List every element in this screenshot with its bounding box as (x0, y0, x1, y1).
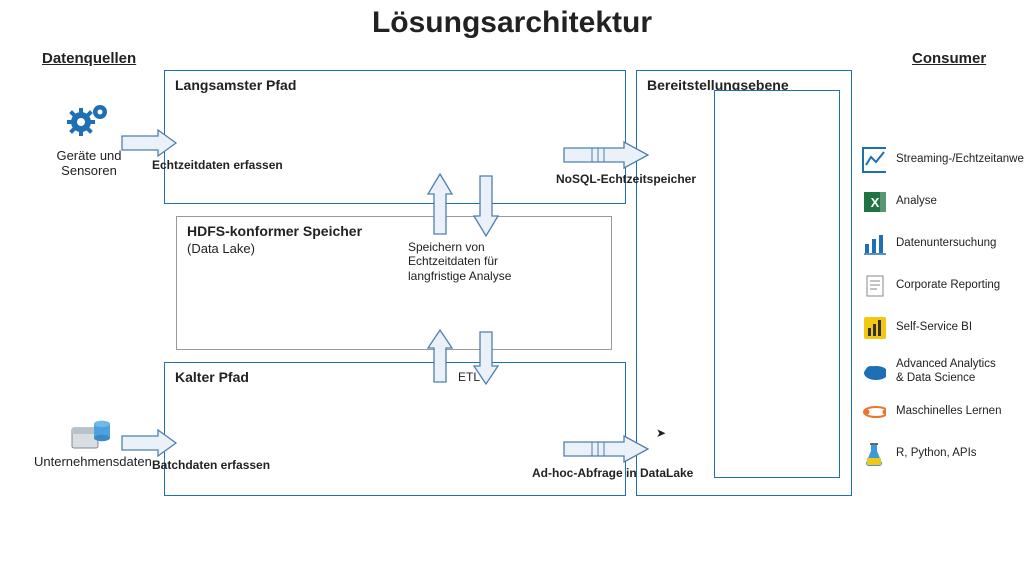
consumer-label: Datenuntersuchung (896, 237, 996, 251)
page-title: Lösungsarchitektur (0, 6, 1024, 40)
consumer-row-flask: R, Python, APIs (862, 442, 977, 466)
label-cold-path: Kalter Pfad (175, 369, 249, 385)
consumer-row-line-chart: Streaming-/Echtzeitanwendung (862, 148, 1006, 172)
svg-text:X: X (871, 195, 880, 210)
flask-icon (862, 442, 886, 466)
arrow-down-1 (472, 172, 500, 238)
consumer-row-excel: X Analyse (862, 190, 937, 214)
consumer-row-powerbi: Self-Service BI (862, 316, 972, 340)
line-chart-icon (862, 148, 886, 172)
arrow-adhoc (562, 434, 652, 464)
consumer-row-doc: Corporate Reporting (862, 274, 1000, 298)
consumer-label: Corporate Reporting (896, 279, 1000, 293)
box-serving-inner (714, 90, 840, 478)
consumer-row-bars: Datenuntersuchung (862, 232, 996, 256)
gear-icon (66, 100, 114, 147)
arrow-up-1 (426, 172, 454, 238)
label-hdfs-sub: (Data Lake) (187, 241, 255, 256)
arrow-nosql (562, 140, 652, 170)
cursor-icon: ➤ (656, 426, 666, 440)
arrow-up-2 (426, 328, 454, 386)
box-hdfs: HDFS-konformer Speicher (Data Lake) (176, 216, 612, 350)
heading-consumer: Consumer (912, 50, 986, 67)
consumer-label: Analyse (896, 195, 937, 209)
consumer-row-ml: Maschinelles Lernen (862, 400, 1001, 424)
consumer-label: Advanced Analytics & Data Science (896, 358, 1006, 386)
consumer-label: Maschinelles Lernen (896, 405, 1001, 419)
consumer-label: Self-Service BI (896, 321, 972, 335)
excel-icon: X (862, 190, 886, 214)
label-nosql: NoSQL-Echtzeitspeicher (556, 172, 696, 186)
ml-icon (862, 400, 886, 424)
cloud-icon (862, 360, 886, 384)
heading-datasources: Datenquellen (42, 50, 136, 67)
label-etl: ETL (458, 370, 480, 384)
powerbi-icon (862, 316, 886, 340)
arrow-batch-in (120, 428, 178, 458)
label-capture-rt: Echtzeitdaten erfassen (152, 158, 283, 172)
consumer-row-cloud: Advanced Analytics & Data Science (862, 358, 1006, 386)
arrow-rt-in (120, 128, 178, 158)
label-store-rt: Speichern von Echtzeitdaten für langfris… (408, 240, 511, 283)
label-hdfs: HDFS-konformer Speicher (187, 223, 362, 239)
consumer-label: R, Python, APIs (896, 447, 977, 461)
bars-icon (862, 232, 886, 256)
server-icon (70, 414, 112, 457)
doc-icon (862, 274, 886, 298)
label-slow-path: Langsamster Pfad (175, 77, 296, 93)
label-capture-batch: Batchdaten erfassen (152, 458, 270, 472)
consumer-label: Streaming-/Echtzeitanwendung (896, 153, 1006, 167)
label-adhoc: Ad-hoc-Abfrage in DataLake (532, 466, 693, 480)
